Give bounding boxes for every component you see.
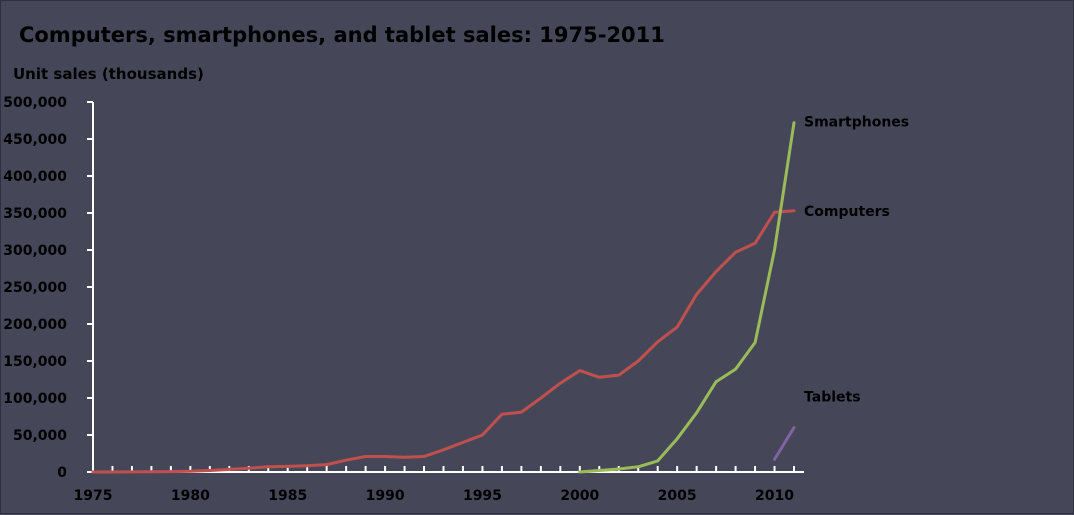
y-tick-label: 500,000 xyxy=(3,95,67,111)
series-layer xyxy=(91,121,796,474)
x-tick-label: 2000 xyxy=(560,488,599,504)
series-line-smartphones xyxy=(578,121,796,474)
series-label-computers: Computers xyxy=(804,204,890,220)
axes: 0 50,000 100,000 150,000 200,000 250,000 300,0… xyxy=(3,95,804,504)
y-tick-label: 50,000 xyxy=(13,428,67,444)
y-tick-label: 300,000 xyxy=(3,243,67,259)
y-tick-label: 250,000 xyxy=(3,280,67,296)
x-tick-label: 1975 xyxy=(74,488,113,504)
y-tick-label: 200,000 xyxy=(3,317,67,333)
x-tick-label: 1995 xyxy=(463,488,502,504)
series-label-tablets: Tablets xyxy=(804,390,861,406)
chart-title: Computers, smartphones, and tablet sales… xyxy=(19,23,665,47)
x-tick-label: 2010 xyxy=(755,488,794,504)
series-line-computers xyxy=(91,209,796,474)
x-tick-label: 2005 xyxy=(658,488,697,504)
y-tick-label: 350,000 xyxy=(3,206,67,222)
series-labels: Computers Smartphones Tablets xyxy=(804,115,909,406)
y-tick-label: 150,000 xyxy=(3,354,67,370)
series-label-smartphones: Smartphones xyxy=(804,115,909,131)
series-line-tablets xyxy=(773,426,796,461)
y-tick-label: 400,000 xyxy=(3,169,67,185)
x-tick-label: 1990 xyxy=(366,488,405,504)
y-tick-label: 100,000 xyxy=(3,391,67,407)
y-tick-label: 0 xyxy=(57,465,67,481)
y-axis-label: Unit sales (thousands) xyxy=(13,65,204,83)
x-tick-label: 1980 xyxy=(171,488,210,504)
y-tick-label: 450,000 xyxy=(3,132,67,148)
x-tick-label: 1985 xyxy=(268,488,307,504)
